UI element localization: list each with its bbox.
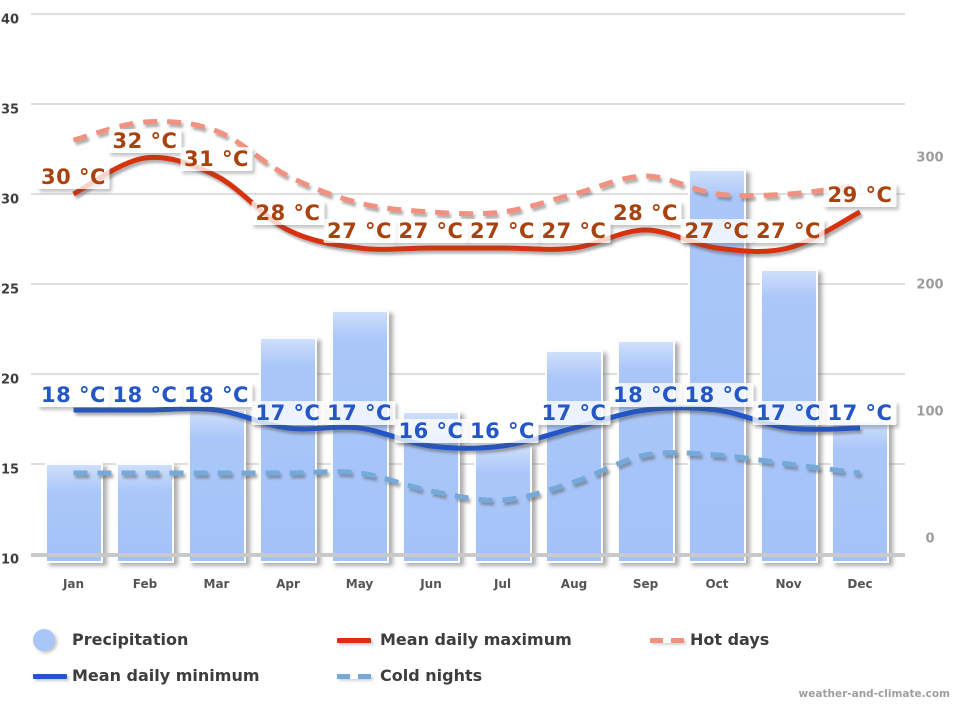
- min-temp-label: 18 °C: [108, 383, 182, 407]
- max-temp-label: 28 °C: [609, 201, 682, 225]
- precip-bar: [44, 462, 103, 563]
- left-axis-tick: 30: [1, 192, 20, 208]
- left-axis-tick: 35: [1, 102, 20, 118]
- month-label: Sep: [632, 577, 659, 591]
- precipitation-swatch-icon: [33, 629, 55, 651]
- min-temp-label: 17 °C: [752, 401, 825, 425]
- min-temp-label: 17 °C: [823, 401, 897, 425]
- month-label: Feb: [132, 577, 158, 591]
- chart-legend: Precipitation Mean daily maximum Hot day…: [0, 620, 960, 720]
- month-label: May: [345, 577, 374, 591]
- left-axis-tick: 25: [1, 282, 20, 298]
- left-axis-tick: 20: [1, 372, 20, 388]
- right-axis-tick: 200: [916, 277, 944, 293]
- watermark: weather-and-climate.com: [798, 688, 950, 700]
- precip-bar: [116, 462, 174, 563]
- min-temp-label: 17 °C: [323, 401, 396, 425]
- month-label: Aug: [560, 577, 588, 591]
- month-label: Dec: [847, 577, 873, 591]
- right-axis-tick: 100: [916, 404, 944, 420]
- max-temp-label: 32 °C: [108, 129, 182, 153]
- min-temp-label: 18 °C: [680, 383, 754, 407]
- left-axis-tick: 40: [1, 12, 20, 28]
- precip-bar: [831, 419, 889, 563]
- left-axis-tick: 15: [1, 462, 20, 478]
- month-label: Oct: [705, 577, 729, 591]
- month-label: Apr: [276, 577, 300, 591]
- min-temp-label: 16 °C: [394, 419, 468, 443]
- precip-bar: [259, 337, 317, 563]
- min-temp-label: 17 °C: [537, 401, 611, 425]
- legend-label: Precipitation: [72, 630, 189, 649]
- max-temp-label: 27 °C: [323, 219, 396, 243]
- min-temp-label: 18 °C: [180, 383, 253, 407]
- min-temp-label: 18 °C: [609, 383, 682, 407]
- red-line-swatch-icon: [337, 638, 371, 643]
- max-temp-label: 27 °C: [752, 219, 825, 243]
- month-label: Mar: [203, 577, 230, 591]
- month-label: Jun: [420, 577, 442, 591]
- x-axis-baseline: [31, 553, 905, 557]
- precip-bar: [473, 443, 532, 563]
- max-temp-label: 27 °C: [680, 219, 754, 243]
- legend-label: Cold nights: [380, 666, 483, 685]
- right-axis-tick: 300: [916, 150, 944, 166]
- month-label: Jan: [62, 577, 85, 591]
- max-temp-label: 27 °C: [537, 219, 611, 243]
- max-temp-label: 31 °C: [180, 147, 253, 171]
- blue-line-swatch-icon: [33, 674, 67, 679]
- legend-label: Hot days: [690, 630, 770, 649]
- right-axis-tick: 0: [925, 531, 935, 547]
- min-temp-label: 18 °C: [37, 383, 110, 407]
- blue-dashed-swatch-icon: [337, 674, 371, 679]
- red-dashed-swatch-icon: [650, 638, 684, 643]
- max-temp-label: 29 °C: [823, 183, 897, 207]
- precip-bar: [187, 409, 246, 563]
- month-label: Nov: [775, 577, 802, 591]
- max-temp-label: 27 °C: [394, 219, 468, 243]
- max-temp-label: 30 °C: [37, 165, 110, 189]
- max-temp-label: 28 °C: [251, 201, 325, 225]
- left-axis-tick: 10: [1, 552, 20, 568]
- min-temp-label: 17 °C: [251, 401, 325, 425]
- legend-label: Mean daily minimum: [72, 666, 260, 685]
- precip-bar: [545, 349, 603, 563]
- min-temp-label: 16 °C: [466, 419, 539, 443]
- max-temp-label: 27 °C: [466, 219, 539, 243]
- legend-label: Mean daily maximum: [380, 630, 572, 649]
- month-label: Jul: [493, 577, 512, 591]
